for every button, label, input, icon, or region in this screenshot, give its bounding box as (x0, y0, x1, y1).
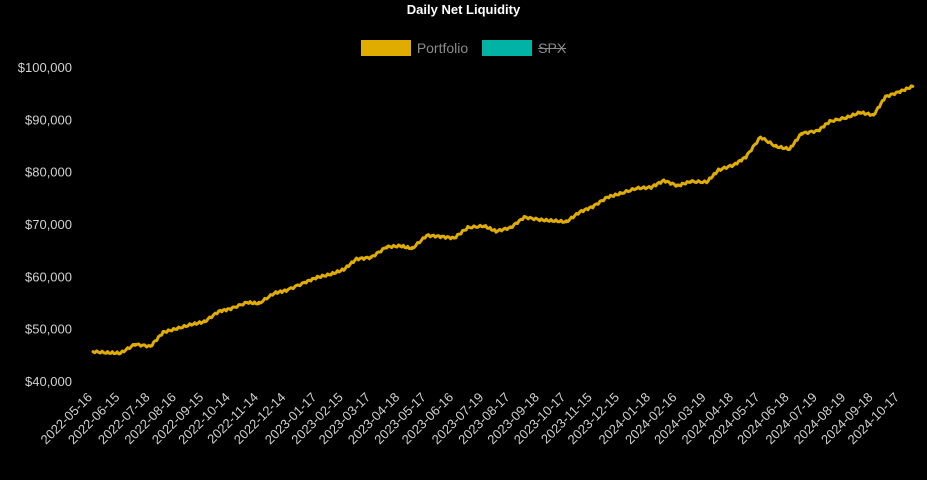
data-point (106, 351, 110, 355)
data-point (816, 129, 820, 133)
data-point (329, 272, 333, 276)
data-point (578, 210, 582, 214)
data-point (717, 168, 721, 172)
data-point (118, 351, 122, 355)
data-point (315, 275, 319, 279)
data-point (551, 219, 555, 223)
data-point (676, 184, 680, 188)
data-point (591, 205, 595, 209)
series-line-portfolio (92, 84, 914, 356)
data-point (425, 233, 429, 237)
chart-title: Daily Net Liquidity (406, 2, 521, 17)
data-point (452, 236, 456, 240)
legend-swatch-portfolio (360, 40, 411, 56)
data-point (369, 255, 373, 259)
data-point (410, 247, 414, 251)
data-point (634, 186, 638, 190)
y-tick-label: $90,000 (25, 112, 72, 127)
legend-swatch-spx (482, 40, 533, 56)
data-point (466, 226, 470, 230)
data-point (844, 116, 848, 120)
data-point (482, 224, 486, 228)
data-point (732, 163, 736, 167)
legend-item-portfolio[interactable]: Portfolio (360, 40, 469, 56)
legend-label-portfolio: Portfolio (416, 40, 469, 56)
data-point (605, 195, 609, 199)
legend-item-spx[interactable]: SPX (482, 40, 566, 56)
data-point (564, 220, 568, 224)
data-point (788, 147, 792, 151)
data-point (161, 330, 165, 334)
y-tick-label: $80,000 (25, 165, 72, 180)
data-point (355, 257, 359, 261)
data-point (858, 110, 862, 114)
data-point (744, 155, 748, 159)
y-tick-label: $50,000 (25, 322, 72, 337)
data-point (688, 180, 692, 184)
data-point (133, 342, 137, 346)
data-point (898, 90, 902, 94)
data-point (828, 119, 832, 123)
data-point (202, 320, 206, 324)
data-point (257, 302, 261, 305)
data-point (438, 235, 442, 239)
data-point (911, 84, 915, 88)
data-point (398, 244, 402, 248)
data-point (494, 229, 498, 233)
data-point (649, 185, 653, 189)
data-point (618, 192, 622, 196)
data-point (272, 291, 276, 295)
data-point (91, 350, 95, 354)
y-tick-label: $100,000 (18, 60, 72, 75)
data-point (245, 300, 249, 304)
data-point (872, 113, 876, 117)
data-point (175, 327, 179, 331)
data-point (284, 288, 288, 292)
data-point (303, 281, 307, 285)
data-point (758, 135, 762, 139)
data-point (229, 307, 233, 311)
data-point (385, 245, 389, 249)
data-point (189, 322, 193, 326)
y-tick-label: $70,000 (25, 217, 72, 232)
y-tick-label: $40,000 (25, 374, 72, 389)
data-point (509, 226, 513, 230)
data-point (883, 95, 887, 99)
legend: Portfolio SPX (0, 40, 927, 56)
data-point (662, 179, 666, 183)
legend-label-spx: SPX (538, 40, 567, 56)
data-point (705, 180, 709, 184)
data-point (800, 131, 804, 135)
data-point (522, 215, 526, 219)
data-point (538, 218, 542, 222)
data-point (217, 309, 221, 313)
data-point (342, 267, 346, 271)
y-tick-label: $60,000 (25, 269, 72, 284)
data-point (148, 344, 152, 348)
data-point (774, 145, 778, 148)
